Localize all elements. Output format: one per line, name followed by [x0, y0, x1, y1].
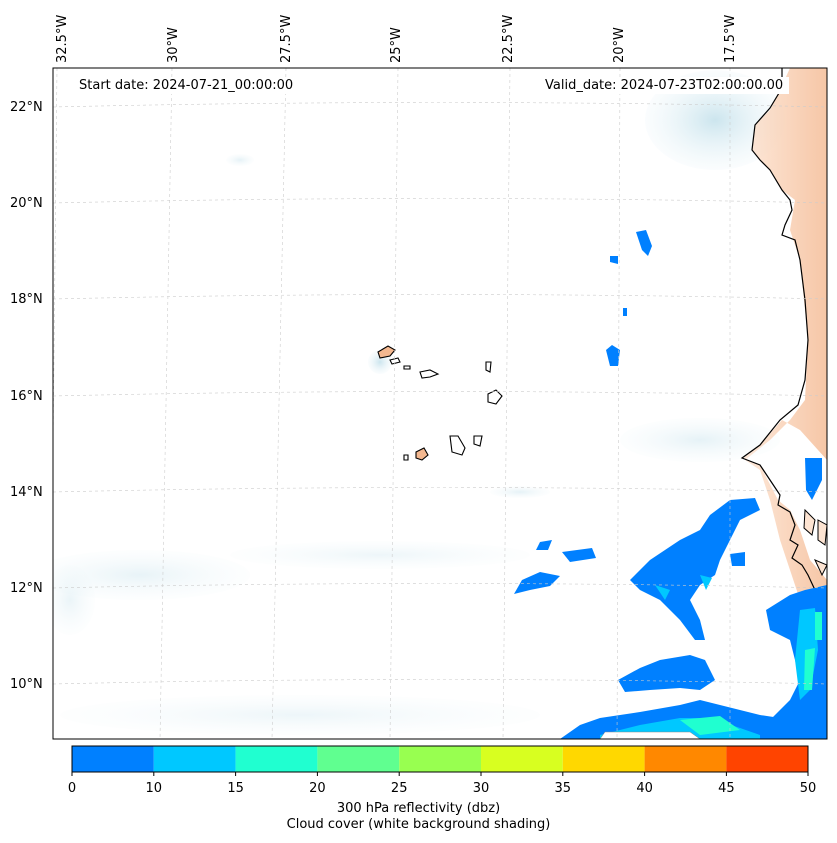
lat-label: 12°N: [10, 581, 43, 596]
colorbar-segment: [399, 746, 481, 772]
colorbar-segment: [562, 746, 645, 772]
lat-label: 22°N: [10, 100, 43, 115]
lon-label: 20°W: [612, 27, 627, 63]
colorbar-segment: [644, 746, 727, 772]
colorbar-tick-label: 15: [227, 781, 244, 796]
lon-label: 17.5°W: [723, 15, 738, 63]
lon-label: 32.5°W: [55, 15, 70, 63]
colorbar-segment: [317, 746, 400, 772]
gridlines: [53, 68, 827, 739]
lat-label: 20°N: [10, 196, 43, 211]
colorbar-tick-label: 30: [473, 781, 490, 796]
lon-label: 25°W: [389, 27, 404, 63]
colorbar-segment: [72, 746, 154, 772]
colorbar-segment: [481, 746, 563, 772]
lat-label: 10°N: [10, 677, 43, 692]
longitude-labels: 32.5°W 30°W 27.5°W 25°W 22.5°W 20°W 17.5…: [55, 15, 738, 63]
coast-islands: [803, 508, 827, 577]
lon-label: 27.5°W: [279, 15, 294, 63]
cloud-cover: [53, 70, 785, 735]
colorbar-caption-line2: Cloud cover (white background shading): [286, 817, 551, 832]
colorbar-tick-label: 25: [391, 781, 408, 796]
colorbar: 0 10 15 20 25 30 35 40 45 50: [68, 745, 817, 796]
colorbar-tick-label: 0: [68, 781, 76, 796]
reflectivity-cells: [514, 230, 827, 739]
colorbar-tick-label: 35: [555, 781, 572, 796]
colorbar-caption-line1: 300 hPa reflectivity (dbz): [336, 801, 501, 816]
lat-label: 18°N: [10, 292, 43, 307]
colorbar-tick-label: 10: [146, 781, 163, 796]
colorbar-caption: 300 hPa reflectivity (dbz) Cloud cover (…: [0, 801, 837, 833]
colorbar-tick-label: 50: [800, 781, 817, 796]
start-date-label: Start date: 2024-07-21_00:00:00: [73, 77, 300, 94]
colorbar-tick-label: 40: [636, 781, 653, 796]
lat-label: 16°N: [10, 389, 43, 404]
colorbar-segment: [153, 746, 236, 772]
lon-label: 22.5°W: [501, 15, 516, 63]
lat-label: 14°N: [10, 485, 43, 500]
latitude-labels: 22°N 20°N 18°N 16°N 14°N 12°N 10°N: [10, 100, 43, 692]
colorbar-segment: [726, 746, 808, 772]
africa-coastline: [740, 68, 827, 601]
colorbar-segment: [235, 746, 318, 772]
colorbar-tick-label: 20: [309, 781, 326, 796]
cape-verde-islands: [377, 345, 503, 461]
lon-label: 30°W: [166, 27, 181, 63]
valid-date-label: Valid_date: 2024-07-23T02:00:00.00: [539, 77, 790, 94]
colorbar-tick-label: 45: [718, 781, 735, 796]
